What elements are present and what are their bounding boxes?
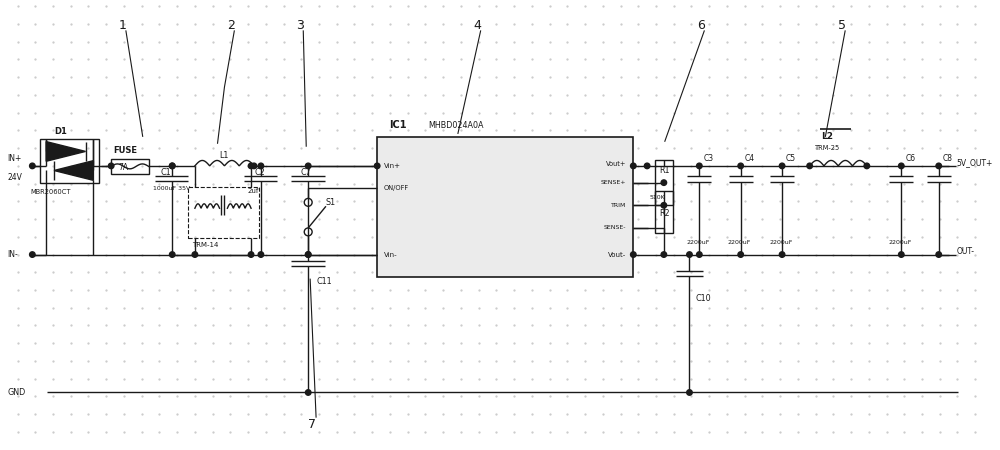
Text: C6: C6 — [905, 153, 915, 162]
Text: MHBD024A0A: MHBD024A0A — [428, 121, 484, 130]
Circle shape — [644, 163, 650, 169]
Polygon shape — [54, 161, 93, 180]
Bar — [188, 187, 259, 238]
Text: FUSE: FUSE — [113, 146, 137, 155]
Circle shape — [258, 252, 264, 257]
Text: MBR2060CT: MBR2060CT — [30, 189, 71, 195]
Circle shape — [631, 252, 636, 257]
Text: 24V: 24V — [8, 173, 23, 182]
Text: SENSE-: SENSE- — [604, 225, 626, 230]
Circle shape — [251, 163, 257, 169]
Text: TRM-14: TRM-14 — [192, 242, 218, 248]
Text: S1: S1 — [326, 198, 336, 207]
Circle shape — [305, 163, 311, 169]
Text: OUT-: OUT- — [956, 247, 974, 256]
Bar — [40, 140, 99, 183]
Circle shape — [108, 163, 114, 169]
Circle shape — [899, 163, 904, 169]
Text: IN-: IN- — [8, 250, 18, 259]
Text: Vin-: Vin- — [384, 252, 398, 257]
Text: 2: 2 — [227, 18, 235, 32]
Text: ON/OFF: ON/OFF — [384, 184, 409, 190]
Circle shape — [738, 252, 743, 257]
Text: 5: 5 — [838, 18, 846, 32]
Bar — [377, 137, 633, 277]
Circle shape — [697, 252, 702, 257]
Circle shape — [661, 180, 667, 185]
Circle shape — [779, 252, 785, 257]
Text: C3: C3 — [703, 153, 713, 162]
Bar — [655, 160, 673, 205]
Text: 7: 7 — [308, 418, 316, 432]
Text: 3: 3 — [296, 18, 304, 32]
Bar — [655, 190, 673, 233]
Circle shape — [248, 252, 254, 257]
Circle shape — [661, 202, 667, 208]
Circle shape — [192, 252, 198, 257]
Circle shape — [305, 252, 311, 257]
Circle shape — [687, 252, 692, 257]
Text: C8: C8 — [943, 153, 953, 162]
Text: Vout-: Vout- — [608, 252, 626, 257]
Text: GND: GND — [8, 388, 26, 397]
Circle shape — [169, 163, 175, 169]
Text: 7A: 7A — [118, 163, 128, 172]
Text: C5: C5 — [786, 153, 796, 162]
Circle shape — [30, 252, 35, 257]
Circle shape — [936, 163, 941, 169]
Circle shape — [807, 163, 812, 169]
Polygon shape — [46, 142, 86, 161]
Circle shape — [697, 163, 702, 169]
Text: L2: L2 — [821, 132, 833, 141]
Text: TRM-25: TRM-25 — [815, 145, 840, 151]
Circle shape — [305, 252, 311, 257]
Text: 510K: 510K — [649, 195, 665, 200]
Text: 2200uF: 2200uF — [687, 240, 710, 245]
Circle shape — [661, 252, 667, 257]
Text: C4: C4 — [745, 153, 755, 162]
Text: SENSE+: SENSE+ — [601, 180, 626, 185]
Text: 4: 4 — [474, 18, 482, 32]
Text: Vout+: Vout+ — [606, 161, 626, 167]
Circle shape — [305, 390, 311, 395]
Circle shape — [779, 163, 785, 169]
Text: C11: C11 — [316, 277, 332, 286]
Circle shape — [258, 163, 264, 169]
Text: 5V_OUT+: 5V_OUT+ — [956, 158, 993, 167]
Circle shape — [374, 163, 380, 169]
Text: R1: R1 — [659, 166, 669, 176]
Bar — [111, 159, 149, 174]
Text: D1: D1 — [54, 127, 67, 136]
Text: IC1: IC1 — [389, 121, 406, 130]
Text: 2200uF: 2200uF — [728, 240, 751, 245]
Circle shape — [248, 163, 254, 169]
Text: C10: C10 — [695, 294, 711, 303]
Circle shape — [864, 163, 870, 169]
Circle shape — [30, 163, 35, 169]
Circle shape — [169, 163, 175, 169]
Text: C2: C2 — [254, 168, 265, 177]
Text: C7: C7 — [300, 168, 311, 177]
Text: R2: R2 — [659, 209, 670, 218]
Circle shape — [738, 163, 743, 169]
Text: TRIM: TRIM — [611, 203, 626, 208]
Circle shape — [936, 252, 941, 257]
Text: L1: L1 — [220, 151, 229, 160]
Text: 2200uF: 2200uF — [888, 240, 912, 245]
Text: 2200uF: 2200uF — [769, 240, 793, 245]
Text: 2uf: 2uf — [247, 188, 258, 194]
Circle shape — [169, 252, 175, 257]
Text: 6: 6 — [697, 18, 705, 32]
Text: 1000uF 35V: 1000uF 35V — [153, 186, 190, 191]
Circle shape — [687, 390, 692, 395]
Text: 1: 1 — [119, 18, 127, 32]
Text: C1: C1 — [160, 168, 171, 177]
Circle shape — [631, 163, 636, 169]
Text: IN+: IN+ — [8, 153, 22, 162]
Text: Vin+: Vin+ — [384, 163, 401, 169]
Circle shape — [899, 252, 904, 257]
